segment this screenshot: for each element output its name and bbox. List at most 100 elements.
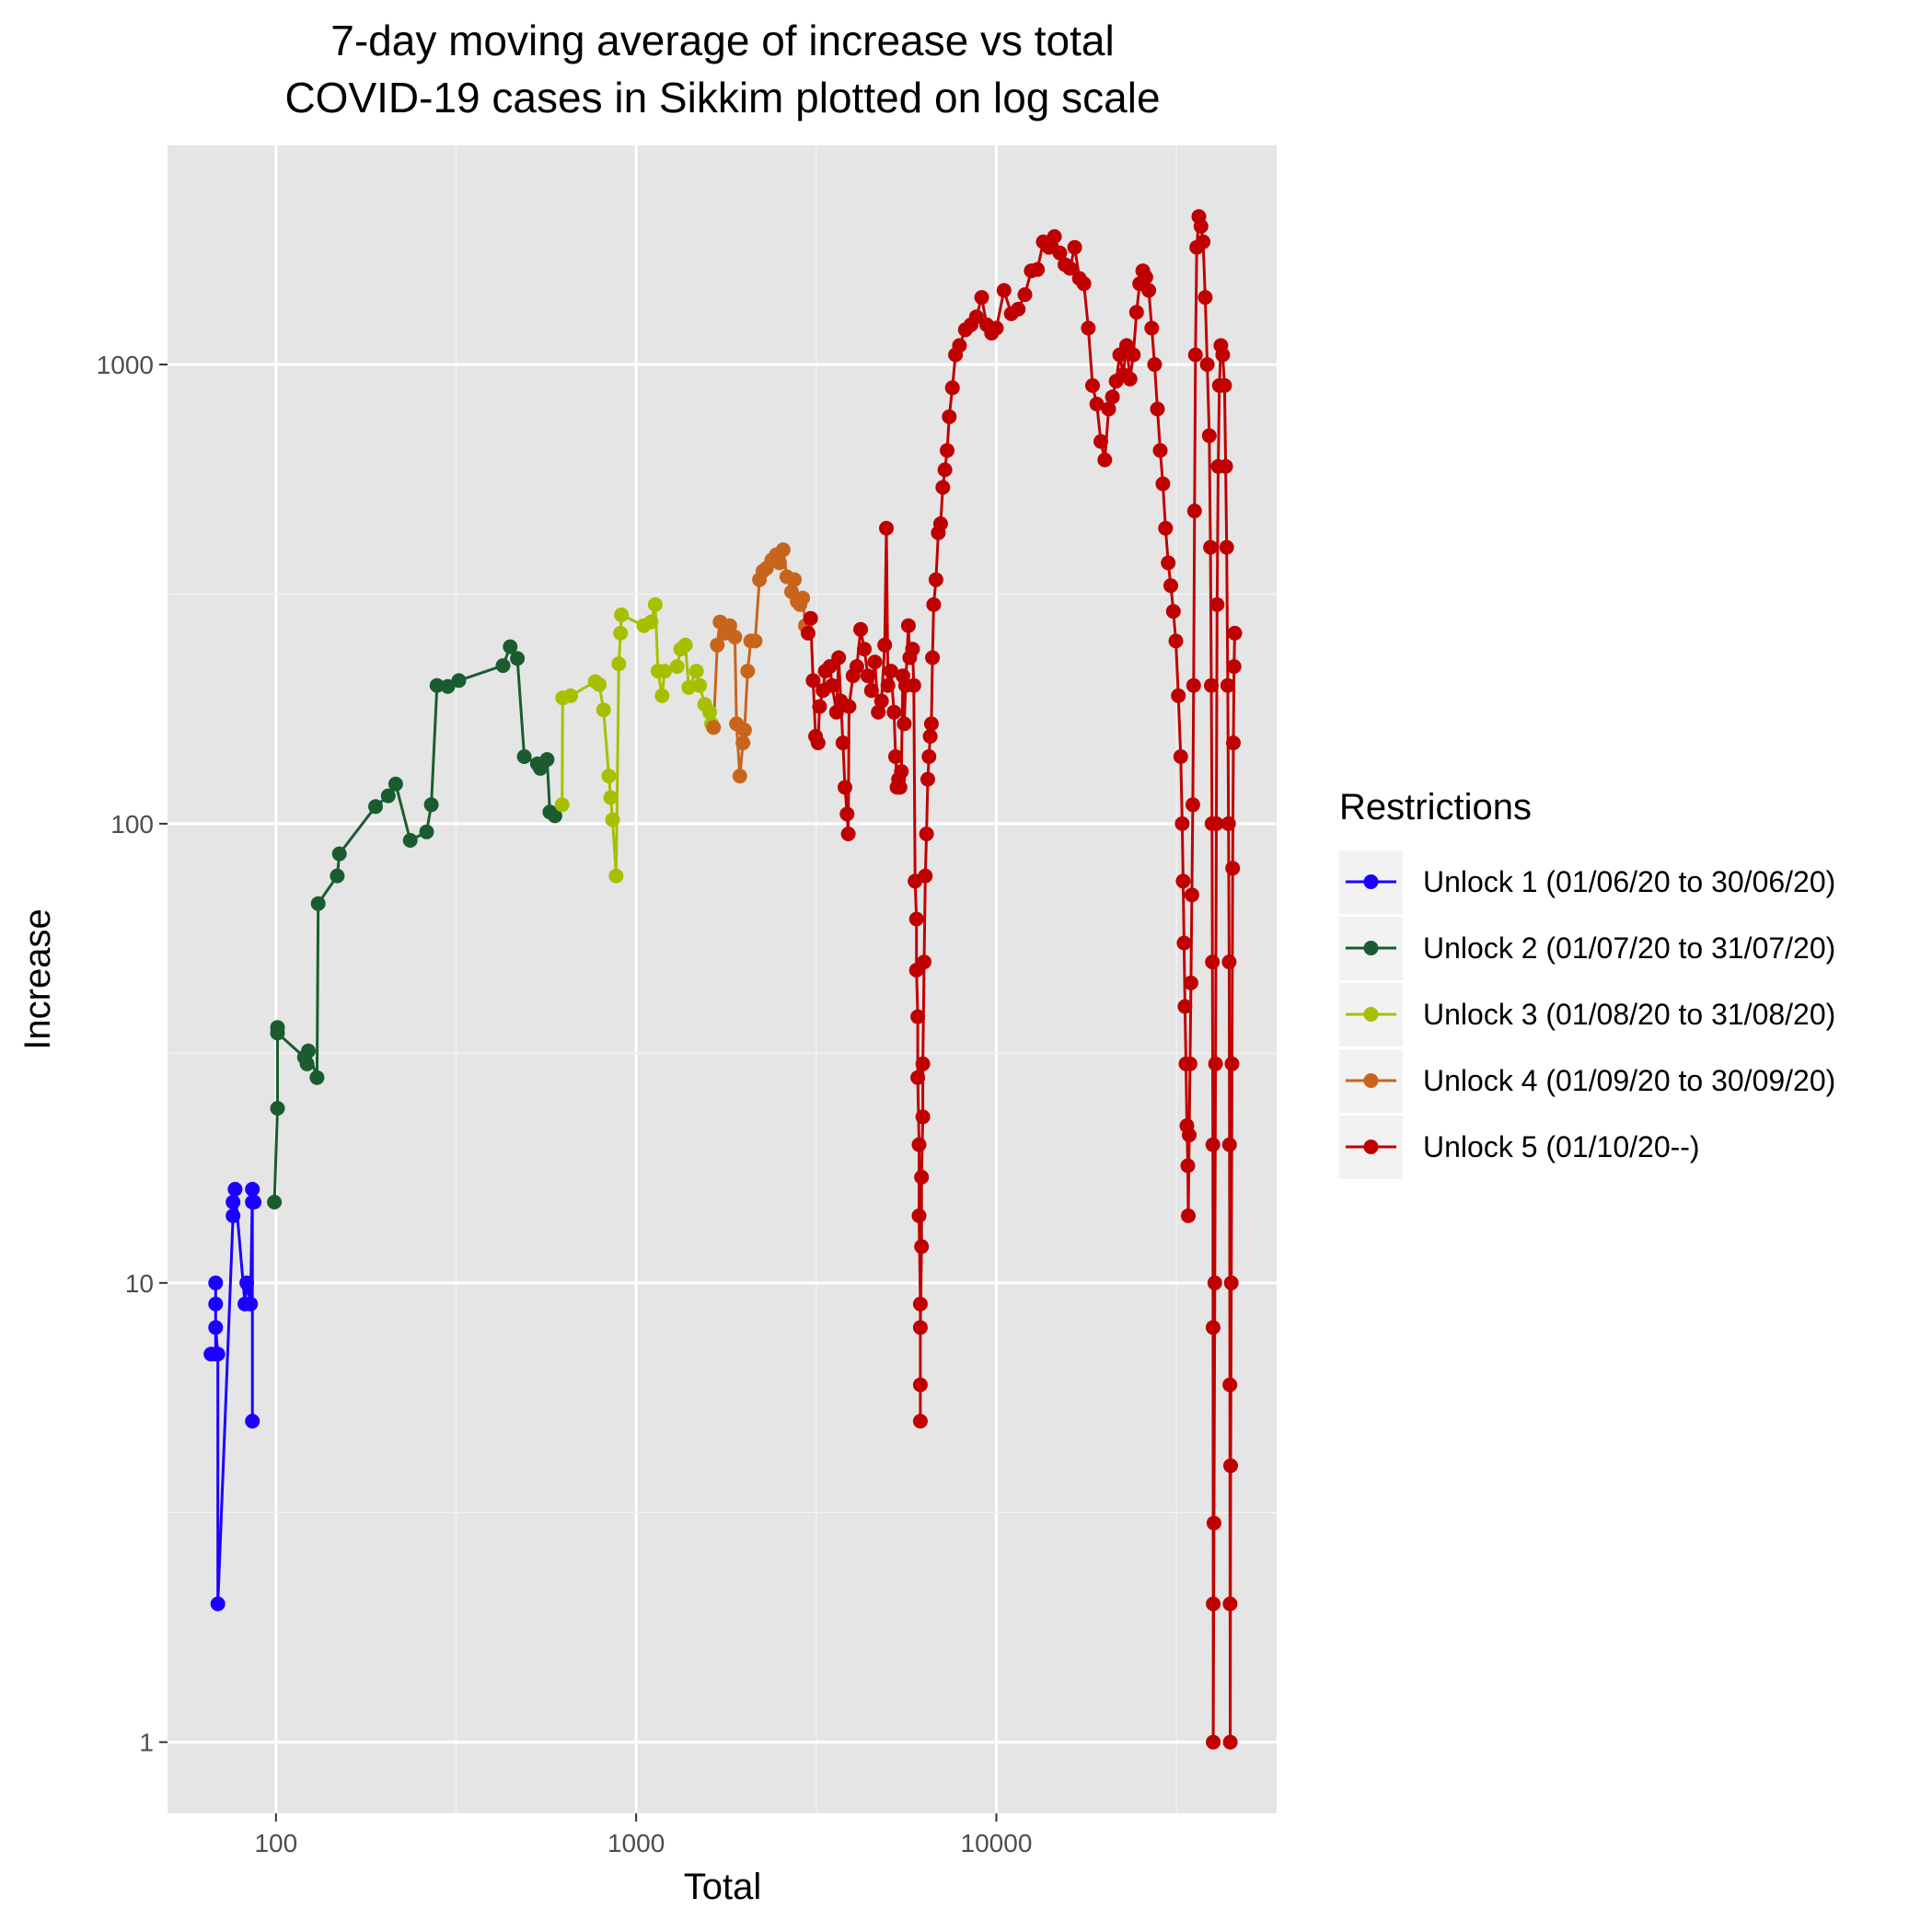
data-point (1219, 539, 1234, 555)
data-point (1225, 861, 1241, 876)
data-point (911, 1137, 927, 1152)
legend-key-point (1363, 941, 1379, 955)
data-point (596, 702, 611, 718)
data-point (917, 954, 931, 970)
data-point (1052, 245, 1068, 260)
series-layer (203, 209, 1243, 1750)
data-point (368, 799, 383, 815)
data-point (914, 1239, 930, 1255)
legend-item: Unlock 1 (01/06/20 to 30/06/20) (1339, 850, 1835, 914)
data-point (1138, 270, 1153, 285)
data-point (860, 668, 875, 684)
data-point (1217, 377, 1232, 393)
data-point (879, 520, 894, 536)
data-point (897, 716, 912, 732)
data-point (539, 752, 555, 768)
data-point (894, 764, 909, 780)
data-point (996, 283, 1012, 298)
grid (168, 145, 1277, 1813)
axes: 100 1000 10000 1 10 100 1000 (97, 351, 1033, 1857)
data-point (310, 896, 326, 911)
y-tick-label: 100 (110, 810, 154, 839)
data-point (451, 673, 467, 688)
data-point (1222, 1596, 1238, 1612)
data-point (1165, 604, 1181, 619)
legend: Restrictions Unlock 1 (01/06/20 to 30/06… (1325, 773, 1924, 1179)
data-point (906, 677, 921, 693)
data-point (270, 1025, 285, 1041)
series-1-points (203, 1182, 262, 1612)
data-point (309, 1070, 325, 1085)
data-point (1161, 555, 1176, 571)
data-point (1150, 401, 1165, 417)
data-point (831, 650, 847, 665)
x-tick-label: 100 (254, 1829, 297, 1857)
data-point (510, 651, 526, 666)
data-point (888, 749, 903, 764)
data-point (330, 868, 345, 884)
series-5-points (800, 209, 1243, 1750)
data-point (1205, 954, 1221, 970)
legend-key-point (1363, 1140, 1379, 1154)
data-point (910, 1070, 926, 1085)
data-point (877, 637, 893, 653)
data-point (880, 677, 896, 693)
data-point (1209, 816, 1224, 831)
data-point (1201, 428, 1217, 444)
data-point (1097, 452, 1113, 468)
data-point (1186, 677, 1201, 693)
data-point (1205, 1137, 1221, 1152)
legend-title: Restrictions (1339, 787, 1532, 827)
data-point (892, 780, 908, 795)
series-4-points (706, 542, 813, 784)
data-point (210, 1347, 226, 1362)
legend-label: Unlock 3 (01/08/20 to 31/08/20) (1423, 998, 1835, 1031)
data-point (247, 1195, 262, 1209)
data-point (923, 716, 939, 732)
data-point (614, 607, 630, 622)
data-point (677, 637, 693, 653)
data-point (1221, 816, 1236, 831)
data-point (440, 678, 456, 694)
data-point (1067, 239, 1082, 255)
data-point (1089, 397, 1105, 411)
data-point (613, 625, 629, 641)
data-point (911, 1208, 927, 1223)
data-point (1226, 659, 1242, 675)
legend-key-point (1363, 874, 1379, 889)
data-point (692, 677, 708, 693)
data-point (1185, 797, 1200, 813)
data-point (245, 1414, 260, 1429)
data-point (1207, 1275, 1222, 1290)
data-point (419, 824, 434, 839)
data-point (922, 729, 938, 744)
data-point (918, 868, 933, 884)
data-point (1204, 677, 1219, 693)
data-point (1183, 975, 1198, 990)
data-point (208, 1275, 224, 1290)
data-point (495, 658, 511, 674)
data-point (1181, 1208, 1196, 1223)
data-point (863, 683, 879, 699)
legend-label: Unlock 4 (01/09/20 to 30/09/20) (1423, 1064, 1835, 1097)
data-point (1208, 1056, 1223, 1071)
data-point (935, 480, 951, 495)
data-point (429, 677, 445, 693)
data-point (914, 1169, 930, 1185)
data-point (912, 1296, 928, 1312)
data-point (905, 642, 920, 657)
x-tick-label: 10000 (961, 1829, 1033, 1857)
data-point (873, 693, 889, 709)
data-point (989, 320, 1004, 336)
legend-background (1325, 773, 1924, 1178)
data-point (1224, 1056, 1240, 1071)
data-point (208, 1296, 224, 1312)
data-point (657, 664, 673, 679)
data-point (828, 704, 844, 720)
data-point (601, 769, 617, 784)
data-point (1047, 229, 1062, 244)
data-point (1085, 377, 1100, 393)
data-point (592, 677, 607, 692)
data-point (835, 735, 850, 751)
data-point (1209, 596, 1225, 612)
